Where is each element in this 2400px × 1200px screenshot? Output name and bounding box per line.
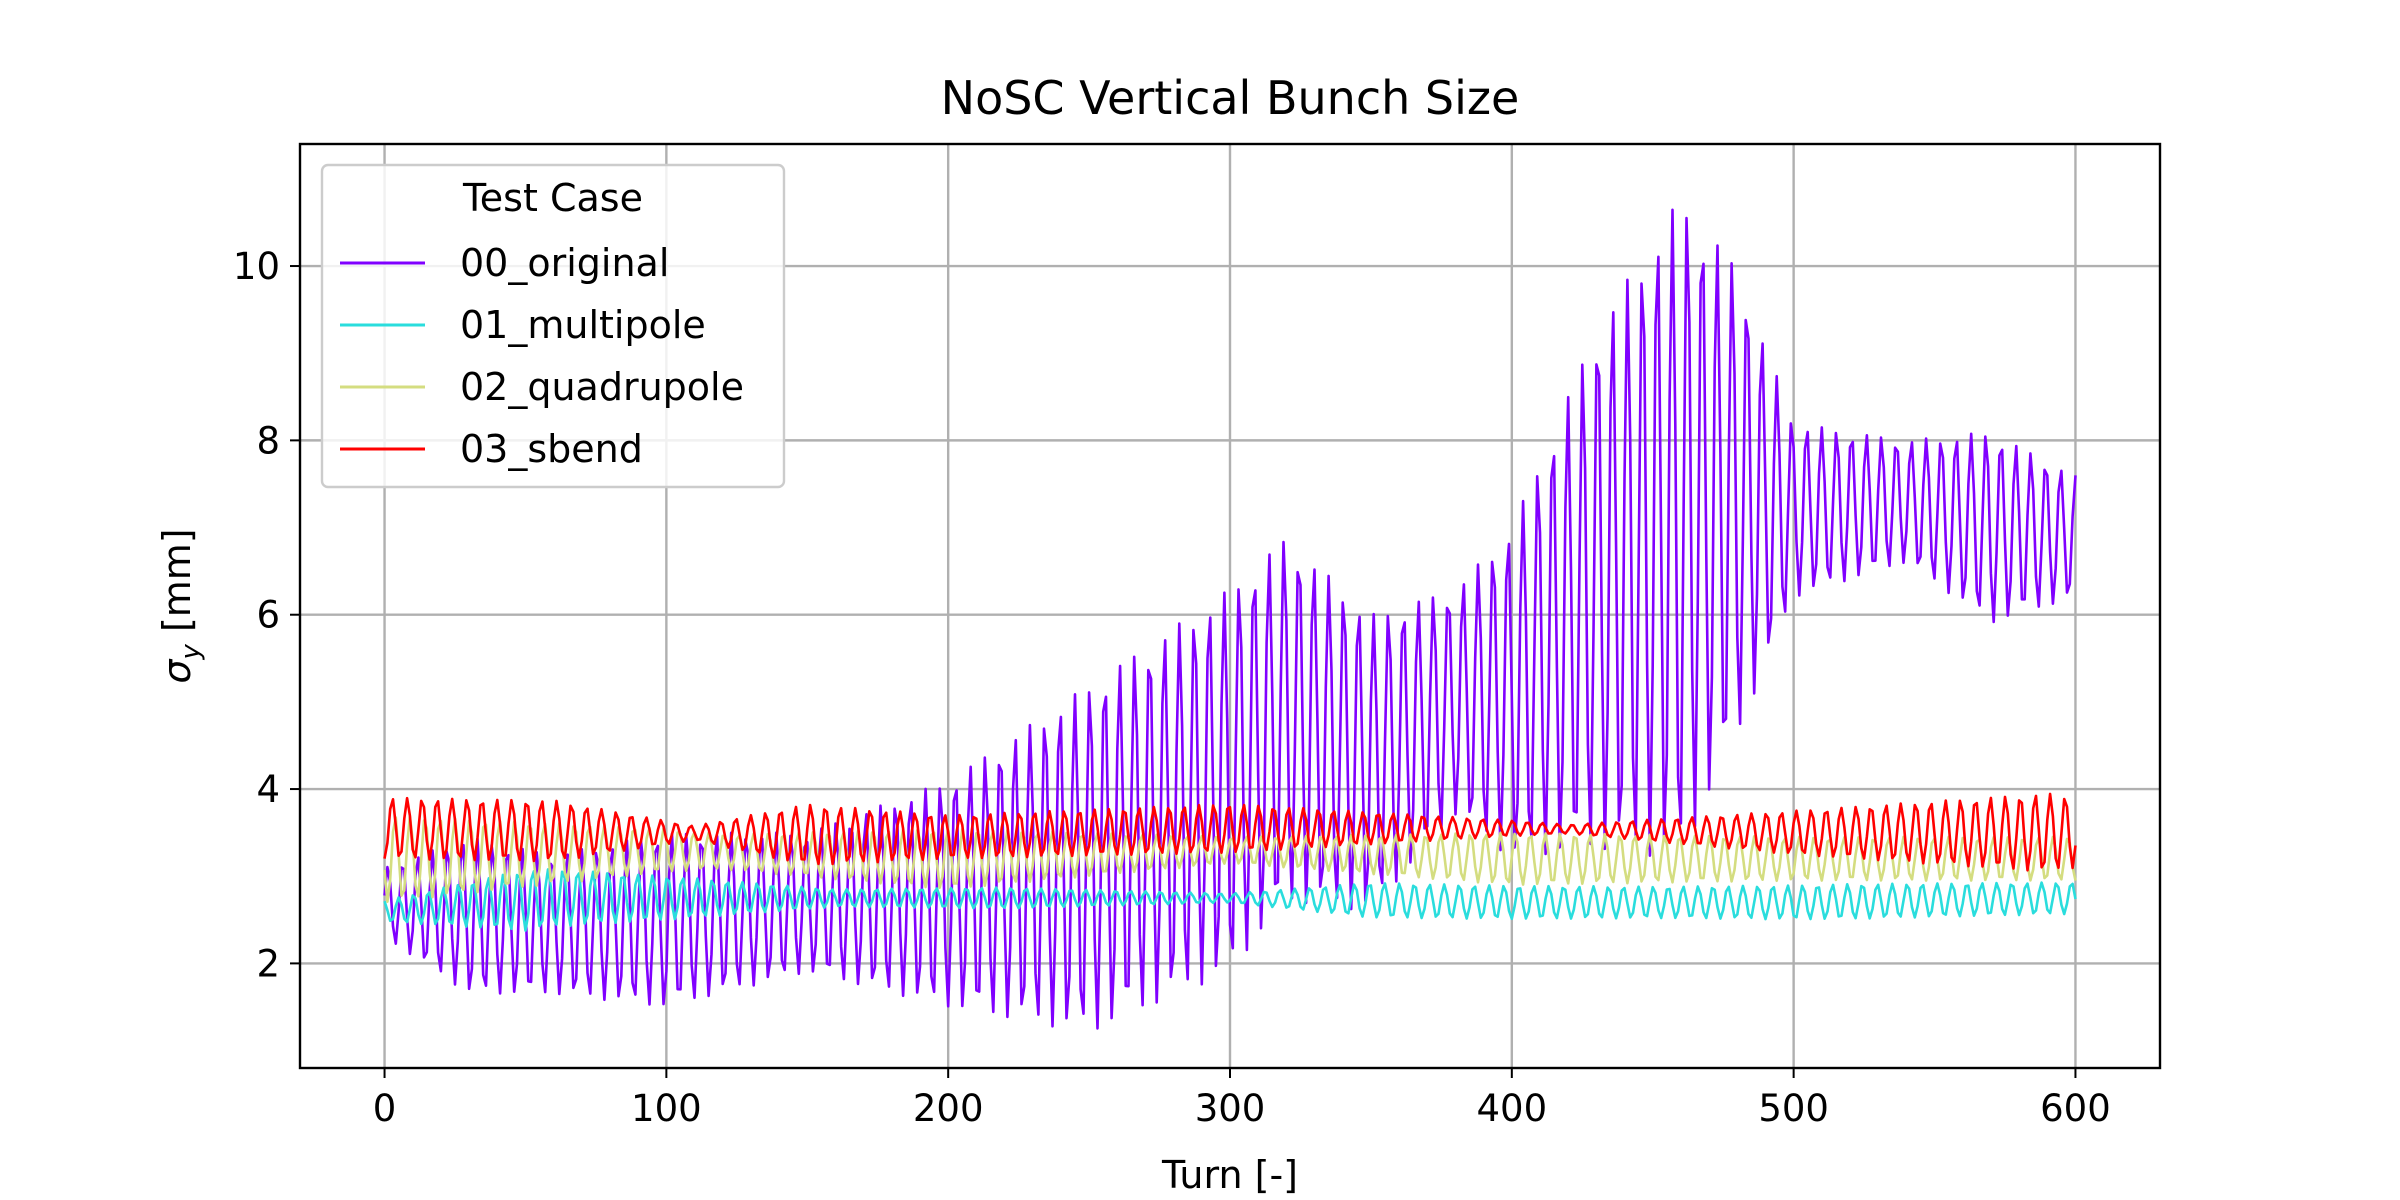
series-line-00_original <box>383 208 2077 1030</box>
x-axis-label: Turn [-] <box>1161 1153 1298 1197</box>
x-tick-label: 400 <box>1477 1087 1548 1130</box>
legend-label-00_original: 00_original <box>460 241 669 285</box>
series-line-01_multipole <box>383 868 2077 932</box>
legend-items: 00_original 01_multipole 02_quadrupole 03_s… <box>340 241 744 471</box>
series-lines <box>383 208 2077 1030</box>
x-tick-label: 600 <box>2040 1087 2111 1130</box>
series-line-03_sbend <box>383 792 2077 872</box>
legend-label-03_sbend: 03_sbend <box>460 427 643 471</box>
legend-box <box>320 163 786 489</box>
legend-label-02_quadrupole: 02_quadrupole <box>460 365 744 409</box>
legend: Test Case 00_original 01_multipole 02_quad… <box>320 163 786 489</box>
legend-label-01_multipole: 01_multipole <box>460 303 706 347</box>
x-tick-label: 300 <box>1195 1087 1266 1130</box>
y-tick-label: 8 <box>256 419 280 462</box>
axis-ticks: 0 100 200 300 400 500 600 2 4 6 8 10 <box>233 245 2111 1130</box>
x-tick-label: 0 <box>373 1087 397 1130</box>
y-tick-label: 10 <box>233 245 280 288</box>
x-tick-label: 500 <box>1758 1087 1829 1130</box>
x-tick-label: 200 <box>913 1087 984 1130</box>
y-tick-label: 6 <box>256 594 280 637</box>
x-tick-label: 100 <box>631 1087 702 1130</box>
y-axis-label: σy [mm] <box>155 528 206 683</box>
y-tick-label: 2 <box>256 942 280 985</box>
legend-title: Test Case <box>462 176 643 220</box>
y-tick-label: 4 <box>256 768 280 811</box>
chart-title: NoSC Vertical Bunch Size <box>941 71 1520 125</box>
